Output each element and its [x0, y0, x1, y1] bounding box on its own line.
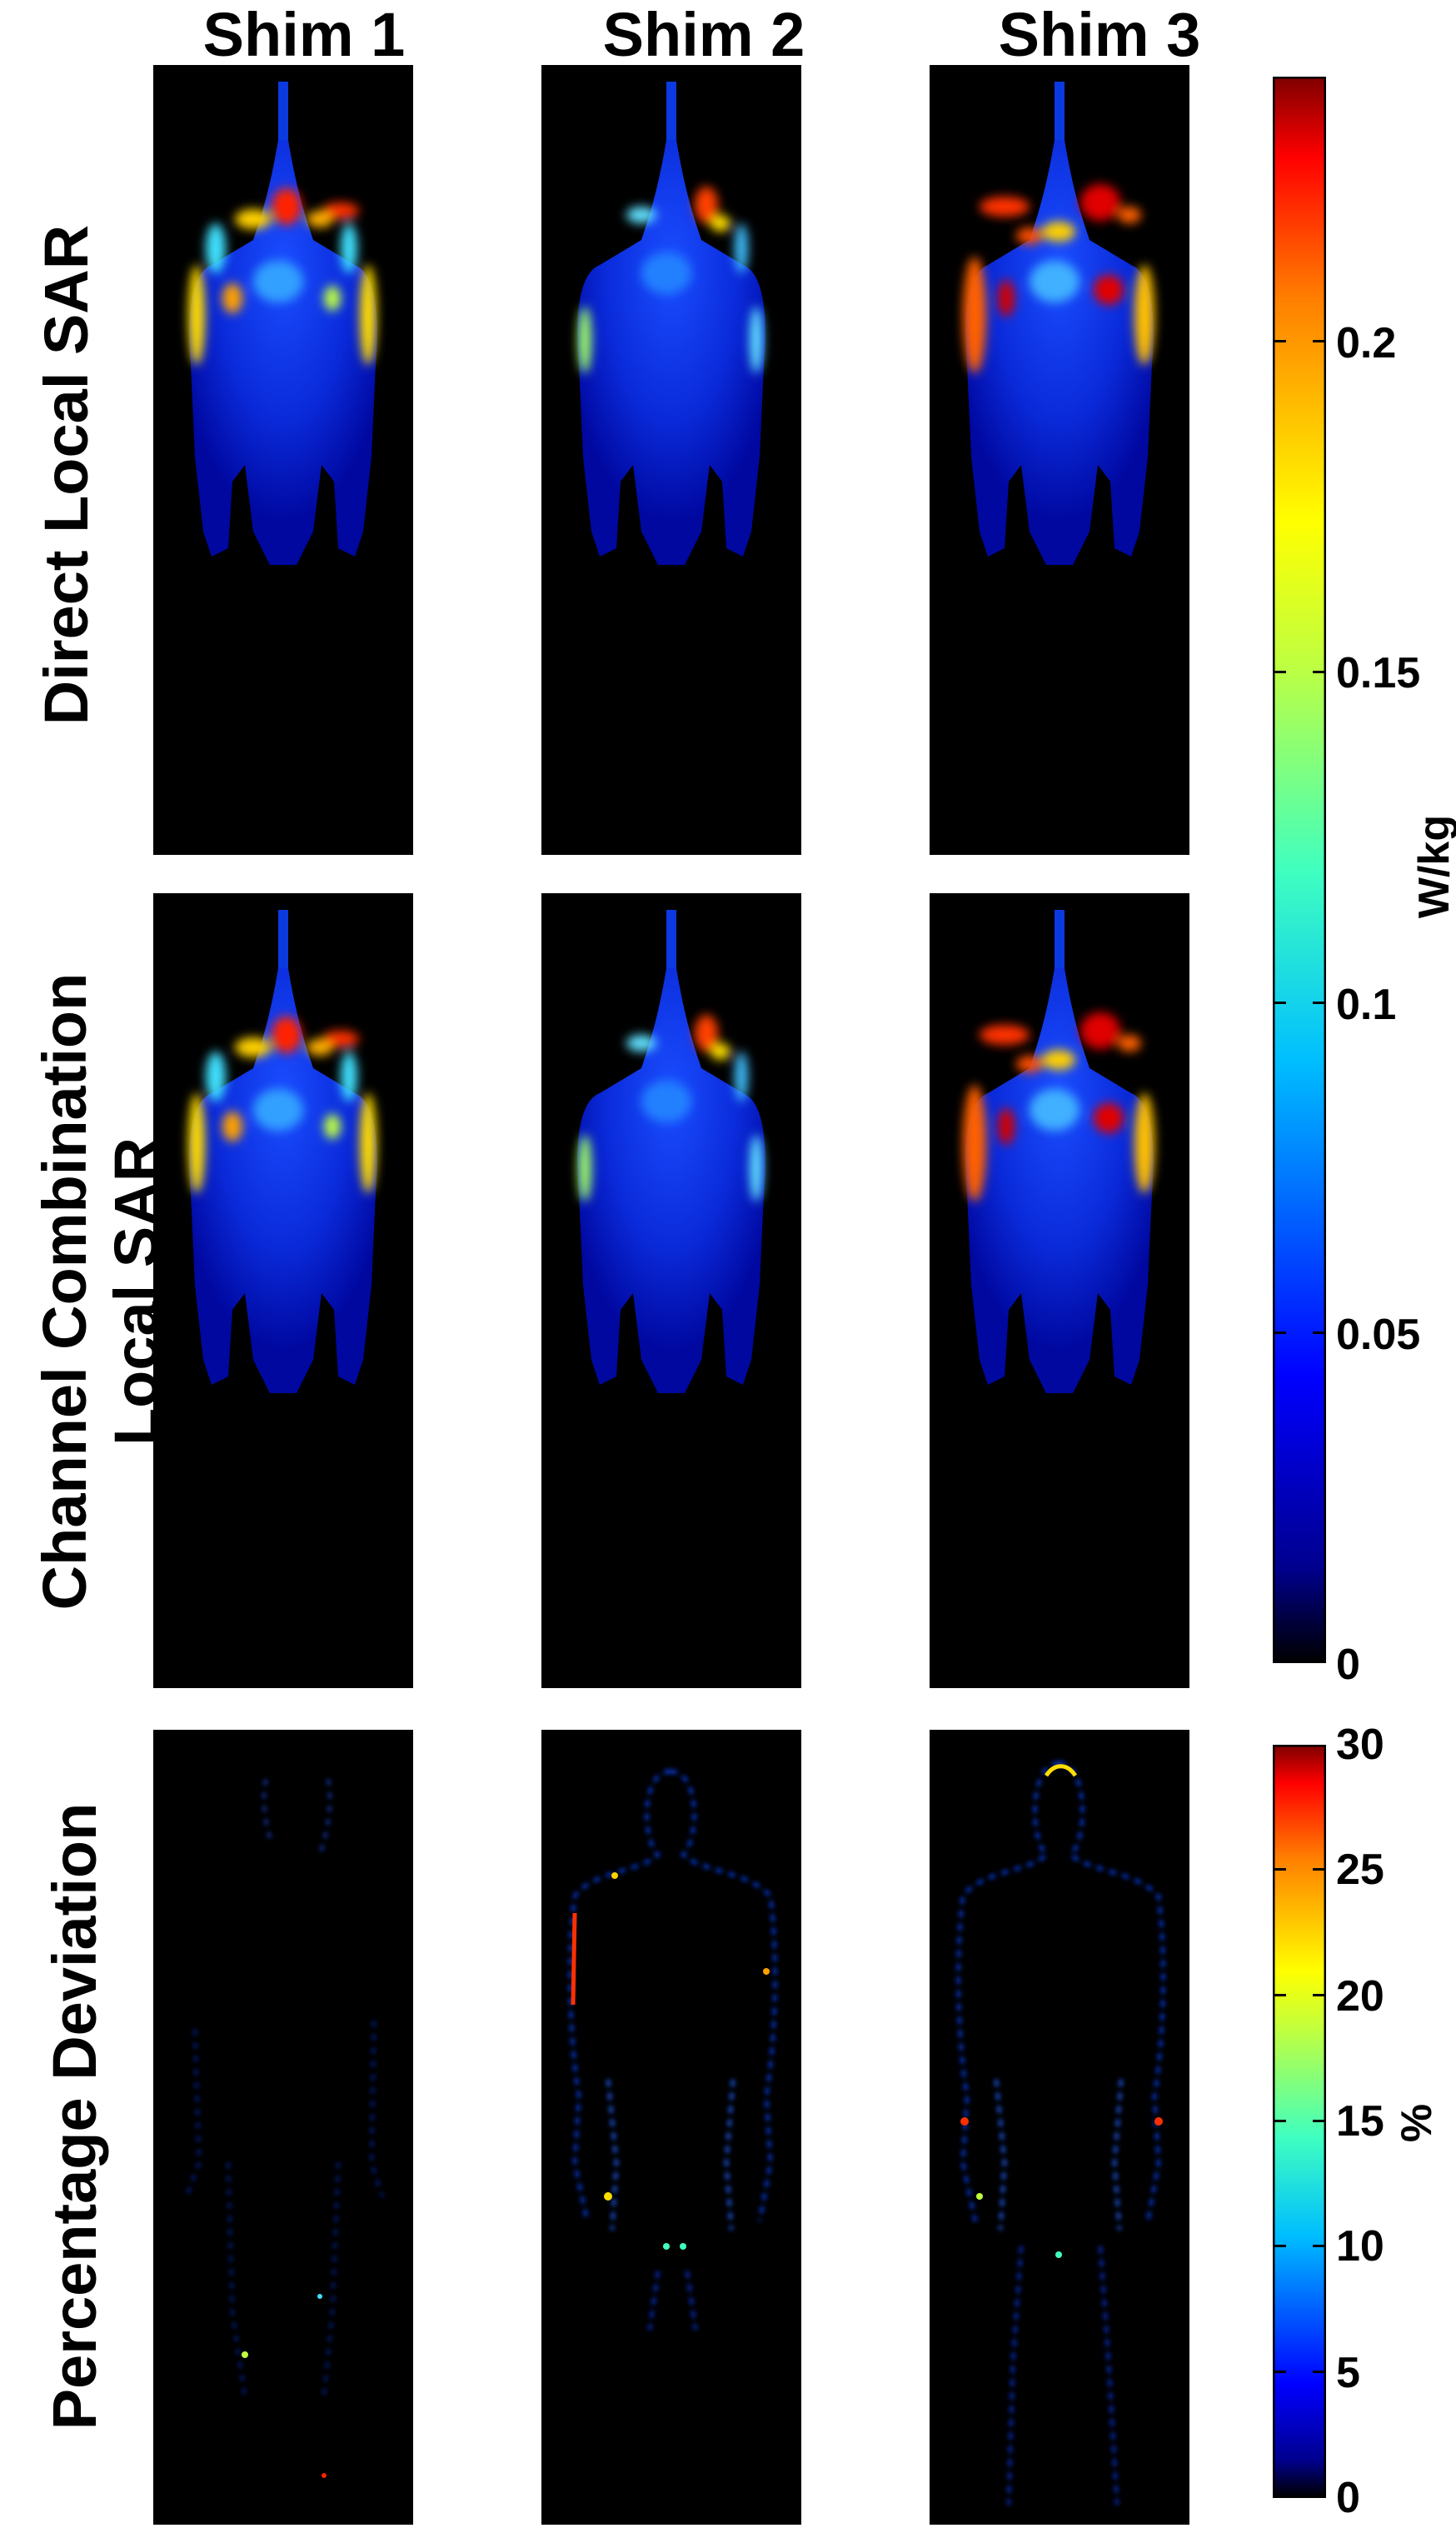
dev-tick-label-20: 20 — [1336, 1972, 1384, 2021]
sar-tick — [1274, 671, 1286, 673]
dev-tick — [1274, 1994, 1286, 1996]
dev-tick — [1274, 2245, 1286, 2247]
panel-deviation-shim-2 — [541, 1730, 801, 2525]
sar-body-map — [188, 82, 377, 565]
sar-tick — [1313, 340, 1324, 342]
panel-direct-shim-1 — [153, 65, 413, 855]
sar-body-map — [577, 82, 765, 565]
sar-tick-label-0: 0 — [1336, 1641, 1360, 1689]
sar-tick-label-0.1: 0.1 — [1336, 981, 1397, 1029]
sar-body-map — [188, 910, 377, 1393]
sar-tick — [1313, 671, 1324, 673]
dev-tick — [1274, 2120, 1286, 2122]
row-title-line: Direct Local SAR — [32, 224, 101, 726]
dev-tick — [1313, 2120, 1324, 2122]
dev-tick — [1274, 1868, 1286, 1871]
row-title-line: Percentage Deviation — [40, 1802, 109, 2431]
sar-tick-label-0.05: 0.05 — [1336, 1311, 1421, 1359]
row-title-percentage-deviation: Percentage Deviation — [33, 1700, 117, 2533]
colorbar-deviation-unit: % — [1393, 2103, 1442, 2143]
deviation-outline-map — [956, 1761, 1165, 2506]
dev-tick — [1313, 2371, 1324, 2373]
sar-tick-label-0.15: 0.15 — [1336, 649, 1421, 697]
dev-tick — [1313, 1868, 1324, 1871]
sar-tick — [1313, 1331, 1324, 1334]
dev-tick-label-10: 10 — [1336, 2222, 1384, 2271]
deviation-outline-map — [568, 1770, 777, 2331]
dev-tick-label-5: 5 — [1336, 2349, 1360, 2397]
panel-combination-shim-3 — [930, 893, 1189, 1688]
panel-combination-shim-2 — [541, 893, 801, 1688]
dev-tick — [1274, 2371, 1286, 2373]
dev-tick — [1313, 1994, 1324, 1996]
dev-tick-label-0: 0 — [1336, 2474, 1360, 2522]
column-title-shim-2: Shim 2 — [602, 0, 805, 69]
sar-tick — [1274, 1331, 1286, 1334]
row-title-line-1: Channel Combination — [30, 972, 99, 1611]
panel-deviation-shim-1 — [153, 1730, 413, 2525]
row-title-direct-local-sar: Direct Local SAR — [25, 133, 108, 817]
sar-tick — [1274, 340, 1286, 342]
colorbar-sar-unit: W/kg — [1410, 814, 1456, 919]
sar-tick-label-0.2: 0.2 — [1336, 319, 1397, 367]
panel-direct-shim-3 — [930, 65, 1189, 855]
sar-tick — [1274, 1002, 1286, 1004]
colorbar-gradient — [1273, 77, 1326, 1663]
column-title-shim-1: Shim 1 — [202, 0, 406, 69]
deviation-outline-map — [185, 1779, 384, 2478]
sar-tick — [1313, 1002, 1324, 1004]
dev-tick — [1313, 2245, 1324, 2247]
colorbar-sar — [1273, 77, 1326, 1663]
dev-tick-label-25: 25 — [1336, 1846, 1384, 1894]
sar-body-map — [577, 910, 765, 1393]
panel-deviation-shim-3 — [930, 1730, 1189, 2525]
dev-tick-label-30: 30 — [1336, 1721, 1384, 1769]
column-title-shim-3: Shim 3 — [998, 0, 1201, 69]
panel-combination-shim-1 — [153, 893, 413, 1688]
dev-tick-label-15: 15 — [1336, 2097, 1384, 2146]
sar-body-map — [963, 82, 1154, 565]
sar-body-map — [963, 910, 1154, 1393]
panel-direct-shim-2 — [541, 65, 801, 855]
